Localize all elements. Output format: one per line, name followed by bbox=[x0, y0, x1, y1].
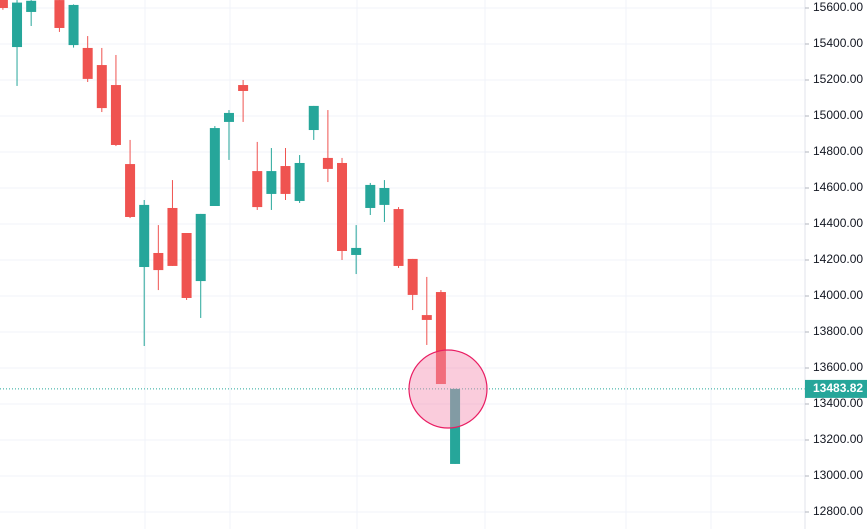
candle-body bbox=[266, 171, 277, 194]
candle-body bbox=[209, 128, 220, 206]
y-tick-label: 13000.00 bbox=[813, 468, 863, 482]
price-axis: 12800.00 13000.00 13200.00 13400.00 13600.00… bbox=[804, 0, 867, 529]
y-tick-label: 14600.00 bbox=[813, 180, 863, 194]
candle-body bbox=[252, 171, 263, 208]
y-tick-label: 13600.00 bbox=[813, 360, 863, 374]
y-tick-label: 14400.00 bbox=[813, 216, 863, 230]
candle-body bbox=[435, 292, 446, 385]
highlight-circle bbox=[408, 349, 488, 429]
candle-body bbox=[96, 65, 107, 109]
candle-body bbox=[153, 252, 164, 271]
candle-body bbox=[379, 187, 390, 205]
candle-body bbox=[26, 0, 37, 12]
candle-body bbox=[322, 157, 333, 169]
candle-body bbox=[294, 162, 305, 201]
y-tick-label: 13400.00 bbox=[813, 396, 863, 410]
candle-body bbox=[167, 207, 178, 266]
candle-body bbox=[365, 184, 376, 208]
candle-body bbox=[54, 0, 65, 28]
time-grid bbox=[144, 0, 712, 529]
candle-body bbox=[0, 0, 8, 8]
candle-body bbox=[238, 85, 249, 91]
candle-body bbox=[82, 47, 93, 79]
last-price-label: 13483.82 bbox=[813, 381, 863, 395]
candle-body bbox=[351, 247, 362, 255]
candle-body bbox=[125, 164, 136, 217]
axis-background bbox=[805, 0, 867, 529]
candle-body bbox=[110, 85, 121, 145]
candle-body bbox=[407, 258, 418, 295]
candle-body bbox=[223, 112, 234, 122]
y-tick-label: 14000.00 bbox=[813, 288, 863, 302]
candle-body bbox=[195, 213, 206, 282]
candle-body bbox=[12, 2, 23, 48]
candle-body bbox=[139, 204, 150, 268]
candle-body bbox=[337, 162, 348, 251]
candle-body bbox=[393, 209, 404, 266]
y-tick-label: 15600.00 bbox=[813, 0, 863, 14]
candles bbox=[0, 0, 461, 464]
candle-body bbox=[181, 232, 192, 298]
y-tick-label: 12800.00 bbox=[813, 504, 863, 518]
y-tick-label: 15200.00 bbox=[813, 72, 863, 86]
candle-body bbox=[308, 105, 319, 131]
y-tick-label: 15000.00 bbox=[813, 108, 863, 122]
candle-body bbox=[450, 388, 461, 464]
candle-body bbox=[68, 4, 79, 46]
y-tick-label: 14200.00 bbox=[813, 252, 863, 266]
y-tick-label: 15400.00 bbox=[813, 36, 863, 50]
candle-body bbox=[421, 315, 432, 320]
y-tick-label: 13200.00 bbox=[813, 432, 863, 446]
y-tick-label: 14800.00 bbox=[813, 144, 863, 158]
candle-body bbox=[280, 166, 291, 194]
y-tick-label: 13800.00 bbox=[813, 324, 863, 338]
last-price-box bbox=[805, 379, 867, 398]
